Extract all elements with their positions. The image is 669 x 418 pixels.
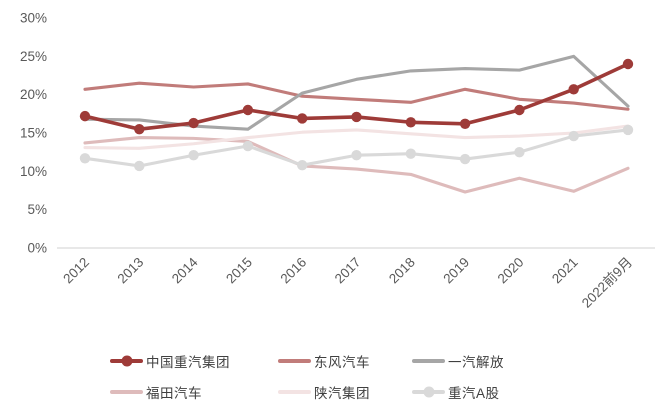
x-axis-tick-label: 2014 [169,254,201,286]
y-axis-tick-label: 10% [20,164,47,179]
x-axis-tick-label: 2020 [495,255,527,287]
chart-plot-area: 0% 5% 10% 15% 20% 25% 30% 2012 2013 2014 2015 2016 2… [20,11,655,311]
legend-item-dongfeng-qiche: 东风汽车 [278,351,412,371]
x-axis-tick-label: 2021 [549,255,581,287]
y-axis-tick-label: 0% [27,241,47,256]
x-axis-tick-label: 2016 [277,255,309,287]
series-point-marker [568,84,579,95]
series-point-marker [79,110,91,122]
chart-legend: 中国重汽集团 东风汽车 一汽解放 福田汽车 陕汽集团 重汽A股 [110,351,562,402]
series-line [83,136,630,194]
x-axis-tick-label: 2017 [332,255,364,287]
series-point-marker [351,150,362,161]
legend-item-zhongqi-a-gu: 重汽A股 [412,382,562,402]
series-point-marker [188,150,199,161]
series-point-marker [134,160,145,172]
series-point-marker [622,124,634,136]
series-point-marker [459,153,471,165]
legend-line-swatch [110,390,143,394]
y-axis-tick-label: 15% [20,126,47,141]
series-point-marker [297,160,308,171]
series-point-marker [514,146,525,158]
legend-line-swatch [278,390,311,394]
legend-line-marker-swatch [412,386,445,398]
y-axis-tick-label: 20% [20,87,47,102]
legend-item-zhongguo-zhongqi-jituan: 中国重汽集团 [110,351,278,371]
series-point-marker [242,140,254,152]
legend-dot-icon [423,386,434,398]
series-point-marker [134,123,145,135]
legend-line-swatch [278,359,311,363]
series-point-marker [297,113,308,124]
legend-label: 东风汽车 [314,355,370,370]
legend-label: 一汽解放 [448,355,504,370]
series-line [83,81,630,111]
series-point-marker [79,153,91,164]
legend-line-swatch [412,359,445,363]
y-axis-tick-label: 25% [20,49,47,64]
series-point-marker [188,117,199,129]
series-line [83,124,630,150]
series-point-marker [568,130,579,142]
legend-item-shanqi-jituan: 陕汽集团 [278,382,412,402]
legend-label: 重汽A股 [448,386,500,401]
series-point-marker [242,104,254,116]
x-axis-tick-label: 2012 [60,255,92,287]
series-point-marker [405,117,416,128]
series-point-marker [405,148,416,159]
series-point-marker [622,58,634,70]
x-axis-tick-label: 2015 [223,255,255,287]
legend-item-yiqi-jiefang: 一汽解放 [412,351,562,371]
legend-item-futian-qiche: 福田汽车 [110,382,278,402]
legend-label: 福田汽车 [146,386,202,401]
x-axis-tick-label: 2019 [440,255,472,287]
y-axis-tick-label: 5% [27,202,47,217]
legend-line-marker-swatch [110,355,143,367]
x-axis-tick-label: 2013 [115,255,147,287]
series-point-marker [514,104,525,116]
legend-dot-icon [121,355,132,367]
series-point-marker [351,111,362,123]
x-axis-tick-label: 2022前9月 [578,254,635,311]
legend-label: 陕汽集团 [314,386,370,401]
legend-label: 中国重汽集团 [146,355,230,370]
x-axis-tick-label: 2018 [386,255,418,287]
series-point-marker [459,118,471,129]
y-axis-tick-label: 30% [20,11,47,26]
